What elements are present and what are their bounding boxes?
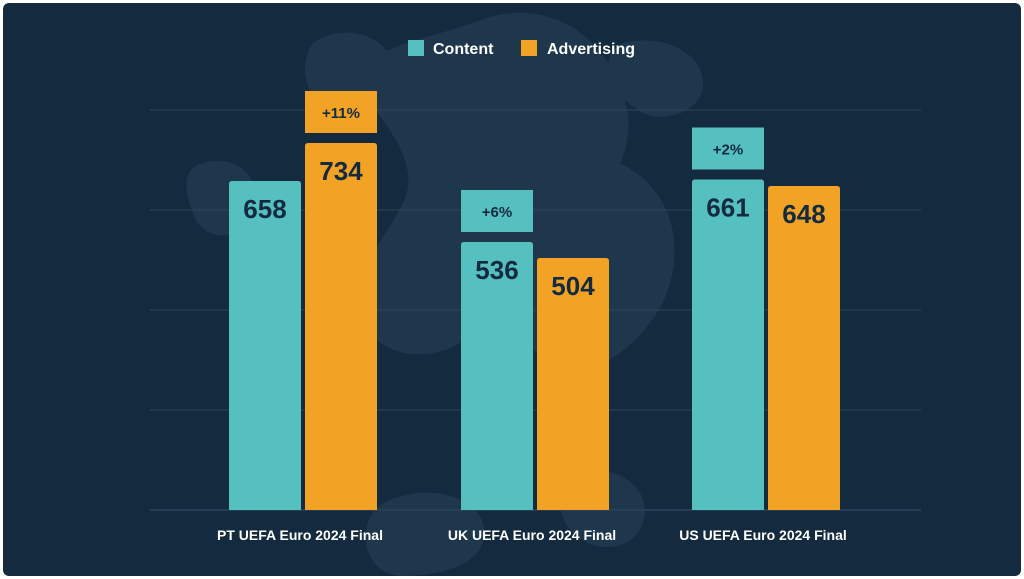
difference-label: +11% xyxy=(322,105,360,122)
chart-marks: 658 734 +11% 536 504 +6% 661 648 +2% xyxy=(229,91,840,510)
legend-swatch xyxy=(521,40,537,56)
difference-badge xyxy=(305,91,377,133)
x-tick-label: PT UEFA Euro 2024 Final xyxy=(217,527,383,543)
legend-label: Advertising xyxy=(547,41,635,58)
difference-label: +6% xyxy=(482,204,512,221)
legend: Content Advertising xyxy=(408,40,635,58)
difference-badge xyxy=(461,190,533,232)
bar-value-label: 658 xyxy=(243,194,286,224)
x-tick-label: UK UEFA Euro 2024 Final xyxy=(448,527,616,543)
bar xyxy=(305,143,377,510)
x-tick-label: US UEFA Euro 2024 Final xyxy=(679,527,847,543)
bar-value-label: 734 xyxy=(319,156,363,186)
bar-value-label: 648 xyxy=(782,199,825,229)
bar xyxy=(692,179,764,510)
legend-label: Content xyxy=(433,41,494,58)
difference-badge xyxy=(692,127,764,170)
bar-chart: Content Advertising 658 734 +11% 536 504 +6% 66… xyxy=(3,3,1021,576)
legend-swatch xyxy=(408,40,424,56)
bar xyxy=(768,186,840,510)
difference-label: +2% xyxy=(713,142,743,159)
bar xyxy=(537,258,609,510)
bar-value-label: 504 xyxy=(551,271,595,301)
bar xyxy=(229,181,301,510)
x-axis-labels: PT UEFA Euro 2024 Final UK UEFA Euro 2024… xyxy=(217,527,847,543)
bar-value-label: 661 xyxy=(706,193,749,223)
bar-value-label: 536 xyxy=(475,255,518,285)
bar xyxy=(461,242,533,510)
